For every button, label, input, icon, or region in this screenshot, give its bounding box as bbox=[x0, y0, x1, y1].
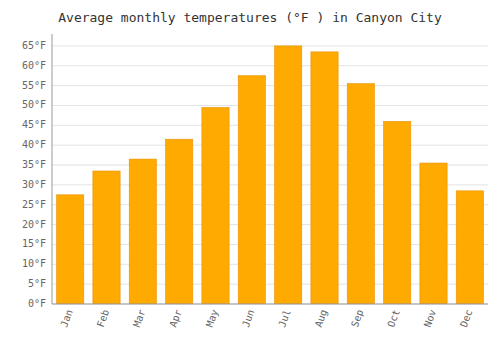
bar bbox=[202, 107, 229, 304]
grid-line bbox=[52, 304, 488, 305]
grid-line bbox=[52, 85, 488, 86]
y-axis-line bbox=[52, 34, 53, 304]
y-tick-label: 45°F bbox=[22, 119, 46, 130]
x-tick-label: Feb bbox=[95, 308, 112, 329]
bar bbox=[275, 46, 302, 304]
title: Average monthly temperatures (°F ) in Ca… bbox=[58, 10, 442, 25]
grid-line bbox=[52, 125, 488, 126]
grid-line bbox=[52, 65, 488, 66]
bar bbox=[129, 159, 156, 304]
y-tick-label: 35°F bbox=[22, 159, 46, 170]
y-tick-label: 55°F bbox=[22, 80, 46, 91]
bar bbox=[238, 76, 265, 304]
grid-line bbox=[52, 145, 488, 146]
y-tick-label: 10°F bbox=[22, 258, 46, 269]
background bbox=[0, 0, 500, 350]
y-tick-label: 40°F bbox=[22, 139, 46, 150]
grid-line bbox=[52, 105, 488, 106]
bar bbox=[311, 52, 338, 304]
x-tick-label: May bbox=[204, 308, 221, 329]
y-tick-label: 30°F bbox=[22, 179, 46, 190]
x-axis: Jan Feb Mar Apr May Jun Jul Aug Sep Oct Nov Dec bbox=[58, 308, 474, 329]
y-tick-label: 65°F bbox=[22, 40, 46, 51]
x-tick-label: Dec bbox=[458, 308, 475, 329]
x-tick-label: Nov bbox=[422, 308, 439, 329]
bar bbox=[420, 163, 447, 304]
x-axis-line bbox=[52, 304, 488, 305]
y-tick-label: 15°F bbox=[22, 238, 46, 249]
y-tick-label: 20°F bbox=[22, 219, 46, 230]
bar bbox=[57, 195, 84, 304]
x-tick-label: Jan bbox=[58, 308, 75, 329]
x-tick-label: Aug bbox=[313, 308, 330, 329]
bar bbox=[384, 121, 411, 304]
y-tick-label: 5°F bbox=[28, 278, 46, 289]
y-tick-label: 60°F bbox=[22, 60, 46, 71]
x-tick-label: Sep bbox=[349, 308, 366, 329]
x-tick-label: Jun bbox=[240, 308, 257, 329]
y-tick-label: 50°F bbox=[22, 99, 46, 110]
bar bbox=[166, 139, 193, 304]
y-tick-label: 25°F bbox=[22, 199, 46, 210]
chart-container: 0°F 5°F 10°F 15°F 20°F 25°F 30°F 35°F 40°F 45°F 50… bbox=[0, 0, 500, 350]
grid-line bbox=[52, 45, 488, 46]
bar bbox=[93, 171, 120, 304]
bars bbox=[57, 46, 484, 304]
x-tick-label: Oct bbox=[385, 308, 402, 329]
bar bbox=[456, 191, 483, 304]
x-tick-label: Apr bbox=[167, 308, 184, 329]
y-axis: 0°F 5°F 10°F 15°F 20°F 25°F 30°F 35°F 40°F 45°F 50… bbox=[22, 40, 488, 309]
chart: 0°F 5°F 10°F 15°F 20°F 25°F 30°F 35°F 40°F 45°F 50… bbox=[0, 0, 500, 350]
x-tick-label: Mar bbox=[131, 308, 148, 329]
y-tick-label: 0°F bbox=[28, 298, 46, 309]
bar bbox=[347, 84, 374, 304]
x-tick-label: Jul bbox=[276, 308, 293, 329]
